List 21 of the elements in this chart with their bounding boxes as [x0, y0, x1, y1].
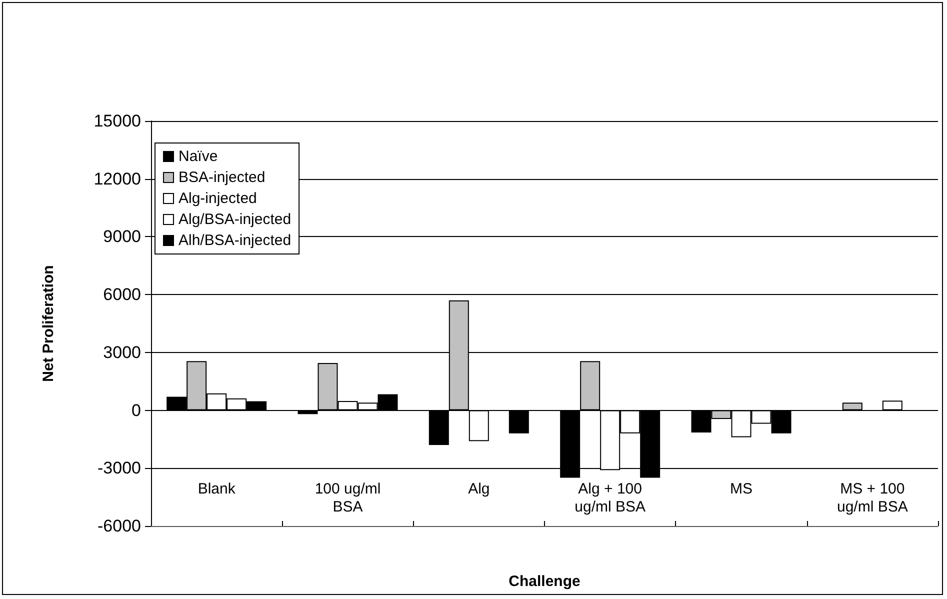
- x-tick-label: Blank: [198, 480, 236, 498]
- x-axis-title: Challenge: [508, 573, 580, 590]
- y-tick-label: -3000: [98, 458, 141, 478]
- y-tick-label: 9000: [103, 227, 141, 246]
- legend-label: Alg/BSA-injected: [178, 211, 292, 228]
- x-tick-label: MS + 100 ug/ml BSA: [836, 480, 908, 516]
- x-tick-label: Alg + 100 ug/ml BSA: [574, 480, 646, 516]
- y-tick-label: -6000: [98, 516, 141, 536]
- y-tick-label: 6000: [103, 285, 141, 304]
- y-tick-label: 3000: [103, 342, 141, 362]
- legend-label: Naïve: [178, 148, 218, 165]
- legend-label: Alh/BSA-injected: [178, 232, 292, 249]
- y-tick-label: 0: [132, 400, 141, 420]
- y-tick-label: 15000: [94, 112, 141, 130]
- x-tick-label: MS: [730, 480, 752, 498]
- legend-label: Alg-injected: [178, 190, 257, 207]
- legend-label: BSA-injected: [178, 169, 266, 186]
- x-tick-label: Alg: [468, 480, 490, 498]
- x-tick-label: 100 ug/ml BSA: [314, 480, 381, 516]
- y-tick-label: 12000: [94, 169, 141, 188]
- y-axis-title: Net Proliferation: [40, 265, 57, 382]
